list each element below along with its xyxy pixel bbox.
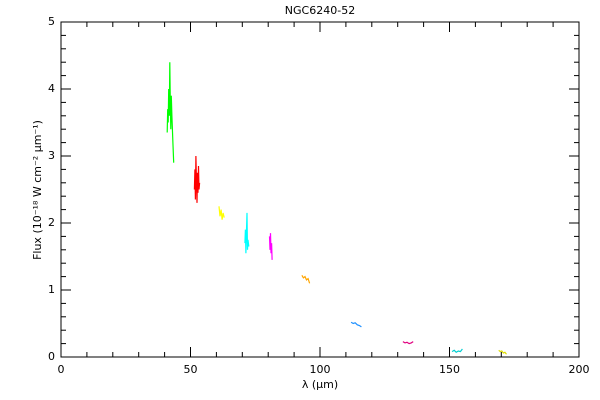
y-axis-label: Flux (10⁻¹⁸ W cm⁻² μm⁻¹) bbox=[31, 120, 44, 260]
data-line bbox=[498, 349, 507, 355]
y-tick-label: 1 bbox=[48, 283, 55, 296]
y-tick-label: 0 bbox=[48, 350, 55, 363]
chart-title: NGC6240-52 bbox=[285, 4, 355, 17]
data-line bbox=[350, 321, 362, 328]
x-tick-label: 0 bbox=[58, 363, 65, 376]
y-tick-label: 2 bbox=[48, 216, 55, 229]
data-line bbox=[301, 275, 311, 284]
x-tick-label: 50 bbox=[184, 363, 198, 376]
data-line bbox=[244, 212, 250, 254]
data-line bbox=[218, 206, 225, 220]
y-tick-label: 3 bbox=[48, 149, 55, 162]
data-line bbox=[268, 233, 273, 260]
data-line bbox=[166, 62, 175, 163]
x-tick-label: 100 bbox=[310, 363, 331, 376]
data-line bbox=[451, 348, 463, 354]
x-axis-label: λ (μm) bbox=[302, 378, 338, 391]
y-tick-label: 4 bbox=[48, 82, 55, 95]
data-line bbox=[193, 155, 201, 203]
data-line bbox=[402, 341, 414, 345]
y-tick-label: 5 bbox=[48, 15, 55, 28]
x-tick-label: 150 bbox=[439, 363, 460, 376]
x-tick-label: 200 bbox=[569, 363, 590, 376]
